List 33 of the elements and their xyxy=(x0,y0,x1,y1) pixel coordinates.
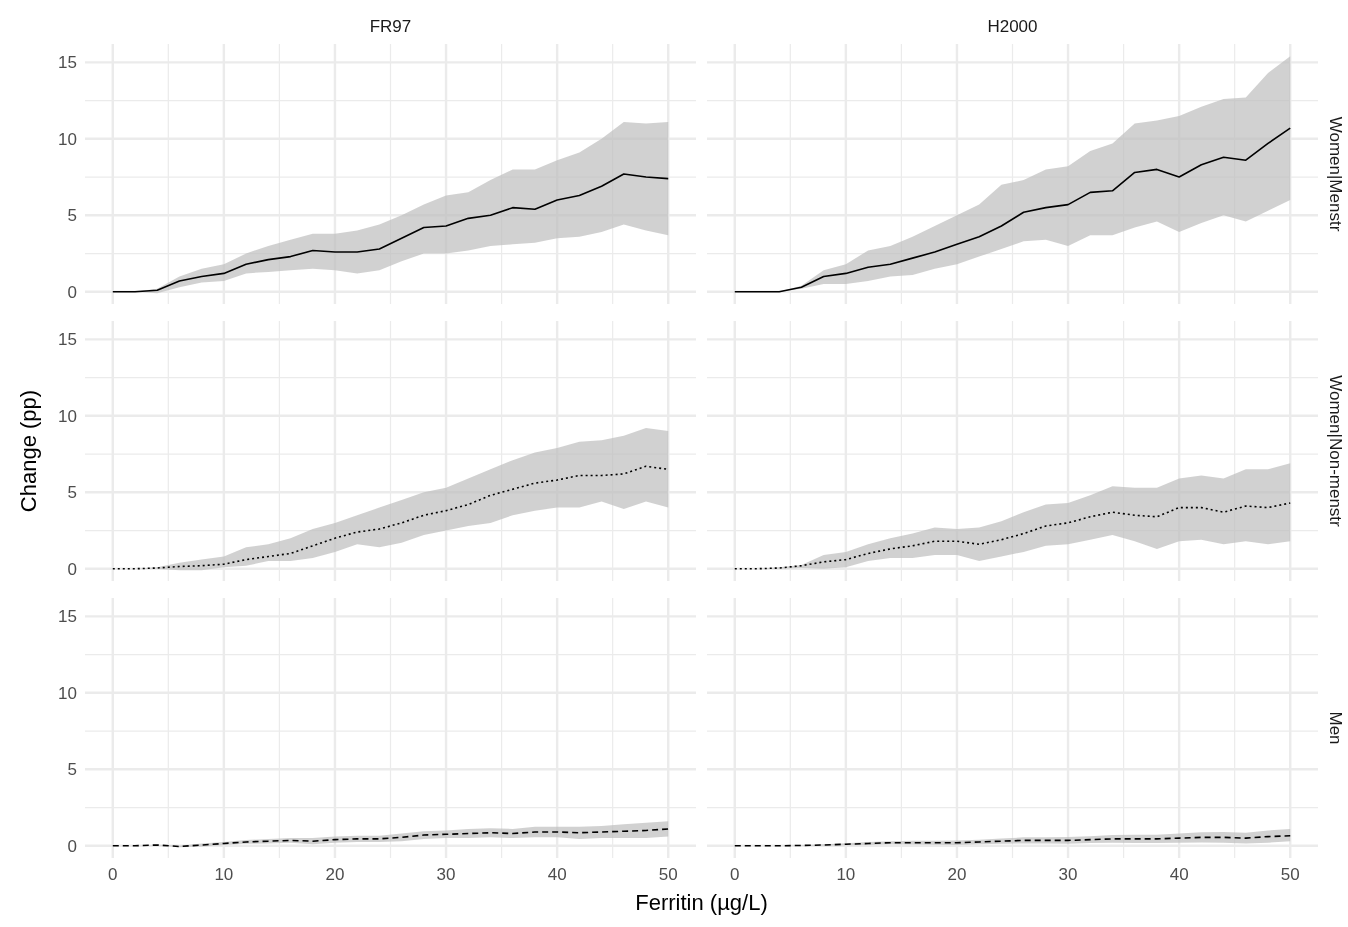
y-tick-label: 5 xyxy=(67,483,77,503)
y-tick-label: 5 xyxy=(67,206,77,226)
x-tick-label: 10 xyxy=(214,865,234,884)
y-tick-label: 15 xyxy=(58,330,77,350)
x-tick-label: 40 xyxy=(547,865,567,884)
y-tick-label: 5 xyxy=(67,760,77,780)
y-tick-label: 10 xyxy=(58,683,77,703)
y-tick-label: 0 xyxy=(67,836,77,856)
y2-axis-title: Women|Non-menstr xyxy=(1326,375,1345,528)
y-tick-label: 0 xyxy=(67,559,77,579)
y-axis-title: Change (pp) xyxy=(16,389,41,513)
chart-title: FR97 xyxy=(369,17,412,36)
y2-axis-title: Men xyxy=(1326,711,1345,745)
x-tick-label: 50 xyxy=(1280,865,1300,884)
y-tick-label: 15 xyxy=(58,53,77,73)
line-series xyxy=(111,828,670,848)
x-tick-label: 30 xyxy=(436,865,456,884)
y-tick-label: 10 xyxy=(58,406,77,426)
x-axis-title: Ferritin (µg/L) xyxy=(635,890,768,915)
chart-title: H2000 xyxy=(987,17,1038,36)
y2-axis-title: Women|Menstr xyxy=(1326,116,1345,232)
x-tick-label: 0 xyxy=(108,865,118,884)
x-tick-label: 20 xyxy=(947,865,967,884)
y-tick-label: 10 xyxy=(58,129,77,149)
x-tick-label: 0 xyxy=(730,865,740,884)
x-tick-label: 40 xyxy=(1169,865,1189,884)
x-tick-label: 10 xyxy=(836,865,856,884)
line-series xyxy=(111,173,670,293)
x-tick-label: 30 xyxy=(1058,865,1078,884)
x-tick-label: 20 xyxy=(325,865,345,884)
y-tick-label: 15 xyxy=(58,607,77,627)
y-tick-label: 0 xyxy=(67,282,77,302)
x-tick-label: 50 xyxy=(658,865,678,884)
